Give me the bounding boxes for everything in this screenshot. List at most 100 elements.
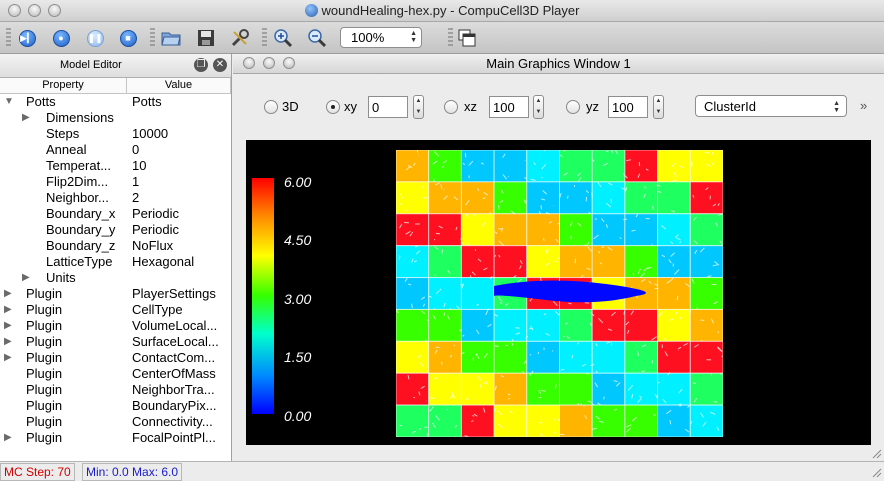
column-header-property[interactable]: Property (0, 78, 127, 93)
tree-row[interactable]: Flip2Dim... 1 (0, 174, 231, 190)
tree-row[interactable]: Temperat... 10 (0, 158, 231, 174)
xy-slice-spinner[interactable]: ▲ ▼ (413, 95, 424, 119)
tree-row-value[interactable]: BoundaryPix... (132, 398, 217, 413)
collapsed-arrow-icon[interactable]: ▶ (4, 288, 12, 299)
column-header-value[interactable]: Value (127, 78, 231, 93)
float-panel-icon[interactable]: ❐ (194, 58, 208, 72)
more-chevron-icon[interactable]: » (860, 98, 868, 113)
resize-grip-icon[interactable] (870, 447, 882, 459)
tree-row[interactable]: ▶ Dimensions (0, 110, 231, 126)
tree-row[interactable]: Plugin CenterOfMass (0, 366, 231, 382)
tree-row[interactable]: ▶ Plugin CellType (0, 302, 231, 318)
toolbar-grip[interactable] (448, 28, 453, 48)
graphics-viewport[interactable]: 6.00 4.50 3.00 1.50 0.00 (246, 140, 871, 445)
view-xy-radio[interactable] (326, 100, 340, 114)
close-panel-icon[interactable]: ✕ (213, 58, 227, 72)
tree-row-value[interactable]: Hexagonal (132, 254, 195, 269)
tree-row-value[interactable]: Connectivity... (132, 414, 213, 429)
tree-row-value[interactable]: Periodic (132, 206, 179, 221)
step-icon: ▶▎ (18, 29, 36, 47)
cell-boundary (434, 151, 440, 157)
collapsed-arrow-icon[interactable]: ▶ (22, 272, 30, 283)
cell-cluster (690, 405, 723, 437)
cell-boundary (472, 415, 475, 417)
xz-slice-spinner[interactable]: ▲ ▼ (533, 95, 544, 119)
zoom-window-button[interactable] (48, 4, 61, 17)
save-button[interactable] (195, 27, 217, 49)
pause-button[interactable]: ❚❚ (84, 27, 106, 49)
zoom-out-button[interactable] (306, 27, 328, 49)
tree-row-value[interactable]: PlayerSettings (132, 286, 216, 301)
xy-slice-input[interactable]: 0 (368, 96, 408, 118)
yz-slice-input[interactable]: 100 (608, 96, 648, 118)
collapsed-arrow-icon[interactable]: ▶ (22, 112, 30, 123)
tree-row[interactable]: Boundary_x Periodic (0, 206, 231, 222)
tree-row[interactable]: Plugin Connectivity... (0, 414, 231, 430)
tree-row-value[interactable]: NeighborTra... (132, 382, 215, 397)
collapsed-arrow-icon[interactable]: ▶ (4, 320, 12, 331)
tree-row-value[interactable]: 2 (132, 190, 140, 205)
tree-row[interactable]: Steps 10000 (0, 126, 231, 142)
collapsed-arrow-icon[interactable]: ▶ (4, 352, 12, 363)
tree-row-value[interactable]: Potts (132, 94, 162, 109)
tree-row[interactable]: ▶ Plugin SurfaceLocal... (0, 334, 231, 350)
view-3d-radio[interactable] (264, 100, 278, 114)
zoom-level-select[interactable]: 100% ▲ ▼ (340, 27, 422, 48)
view-xz-radio[interactable] (444, 100, 458, 114)
tree-row-value[interactable]: 0 (132, 142, 140, 157)
tree-row[interactable]: Plugin BoundaryPix... (0, 398, 231, 414)
step-button[interactable]: ▶▎ (16, 27, 38, 49)
color-legend-bar (252, 178, 274, 414)
run-button[interactable]: ● (50, 27, 72, 49)
tree-row[interactable]: ▶ Plugin ContactCom... (0, 350, 231, 366)
open-file-button[interactable] (160, 27, 182, 49)
zoom-graphics-window-button[interactable] (283, 57, 295, 69)
tree-row[interactable]: ▶ Plugin VolumeLocal... (0, 318, 231, 334)
new-graphics-window-button[interactable] (456, 27, 478, 49)
tree-row-value[interactable]: Periodic (132, 222, 179, 237)
tree-row[interactable]: Anneal 0 (0, 142, 231, 158)
toolbar-grip[interactable] (262, 28, 267, 48)
window-resize-grip-icon[interactable] (870, 466, 882, 478)
cell-boundary (440, 184, 443, 190)
tree-row-value[interactable]: ContactCom... (132, 350, 216, 365)
xz-slice-input[interactable]: 100 (489, 96, 529, 118)
tree-row[interactable]: Neighbor... 2 (0, 190, 231, 206)
cell-boundary (702, 421, 707, 427)
yz-slice-spinner[interactable]: ▲ ▼ (653, 95, 664, 119)
tree-row-value[interactable]: 10000 (132, 126, 169, 141)
view-yz-radio[interactable] (566, 100, 580, 114)
tree-row-value[interactable]: 1 (132, 174, 140, 189)
tree-row[interactable]: Boundary_y Periodic (0, 222, 231, 238)
tree-row[interactable]: ▶ Units (0, 270, 231, 286)
expanded-arrow-icon[interactable]: ▼ (4, 96, 14, 107)
zoom-in-button[interactable] (272, 27, 294, 49)
tree-row[interactable]: ▶ Plugin FocalPointPl... (0, 430, 231, 446)
field-select[interactable]: ClusterId ▲ ▼ (695, 95, 847, 117)
tree-row[interactable]: Boundary_z NoFlux (0, 238, 231, 254)
tree-row[interactable]: LatticeType Hexagonal (0, 254, 231, 270)
collapsed-arrow-icon[interactable]: ▶ (4, 304, 12, 315)
toolbar-grip[interactable] (150, 28, 155, 48)
tree-row-value[interactable]: NoFlux (132, 238, 174, 253)
tree-row-value[interactable]: VolumeLocal... (132, 318, 218, 333)
tree-row[interactable]: ▶ Plugin PlayerSettings (0, 286, 231, 302)
cell-boundary (412, 162, 416, 167)
close-window-button[interactable] (8, 4, 21, 17)
collapsed-arrow-icon[interactable]: ▶ (4, 432, 12, 443)
tree-row-value[interactable]: CellType (132, 302, 183, 317)
tree-row-value[interactable]: FocalPointPl... (132, 430, 216, 445)
stop-button[interactable]: ■ (117, 27, 139, 49)
toolbar-grip[interactable] (6, 28, 11, 48)
collapsed-arrow-icon[interactable]: ▶ (4, 336, 12, 347)
tree-row-value[interactable]: SurfaceLocal... (132, 334, 219, 349)
minimize-graphics-window-button[interactable] (263, 57, 275, 69)
tree-row[interactable]: ▼ Potts Potts (0, 94, 231, 110)
minimize-window-button[interactable] (28, 4, 41, 17)
tree-row[interactable]: Plugin NeighborTra... (0, 382, 231, 398)
tools-button[interactable] (229, 27, 251, 49)
tree-row-value[interactable]: CenterOfMass (132, 366, 216, 381)
tree-row-value[interactable]: 10 (132, 158, 147, 173)
cell-cluster (428, 405, 462, 437)
close-graphics-window-button[interactable] (243, 57, 255, 69)
